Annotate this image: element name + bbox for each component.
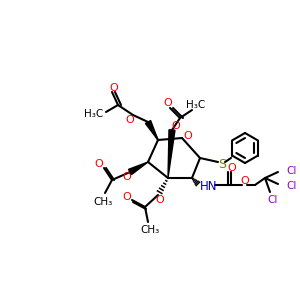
Polygon shape bbox=[128, 162, 148, 175]
Text: H₃C: H₃C bbox=[186, 100, 206, 110]
Text: CH₃: CH₃ bbox=[93, 197, 112, 207]
Text: O: O bbox=[241, 176, 249, 186]
Text: O: O bbox=[184, 131, 192, 141]
Text: S: S bbox=[218, 158, 226, 170]
Text: O: O bbox=[164, 98, 172, 108]
Text: O: O bbox=[156, 195, 164, 205]
Text: O: O bbox=[123, 172, 131, 182]
Text: H₃C: H₃C bbox=[84, 109, 104, 119]
Text: CH₃: CH₃ bbox=[140, 225, 160, 235]
Text: O: O bbox=[228, 163, 236, 173]
Text: O: O bbox=[110, 83, 118, 93]
Text: Cl: Cl bbox=[286, 181, 296, 191]
Text: Cl: Cl bbox=[286, 166, 296, 176]
Text: O: O bbox=[123, 192, 131, 202]
Text: HN: HN bbox=[200, 179, 218, 193]
Text: O: O bbox=[94, 159, 103, 169]
Polygon shape bbox=[146, 121, 158, 140]
Polygon shape bbox=[168, 130, 175, 178]
Text: Cl: Cl bbox=[268, 195, 278, 205]
Text: O: O bbox=[172, 121, 180, 131]
Text: O: O bbox=[126, 115, 134, 125]
